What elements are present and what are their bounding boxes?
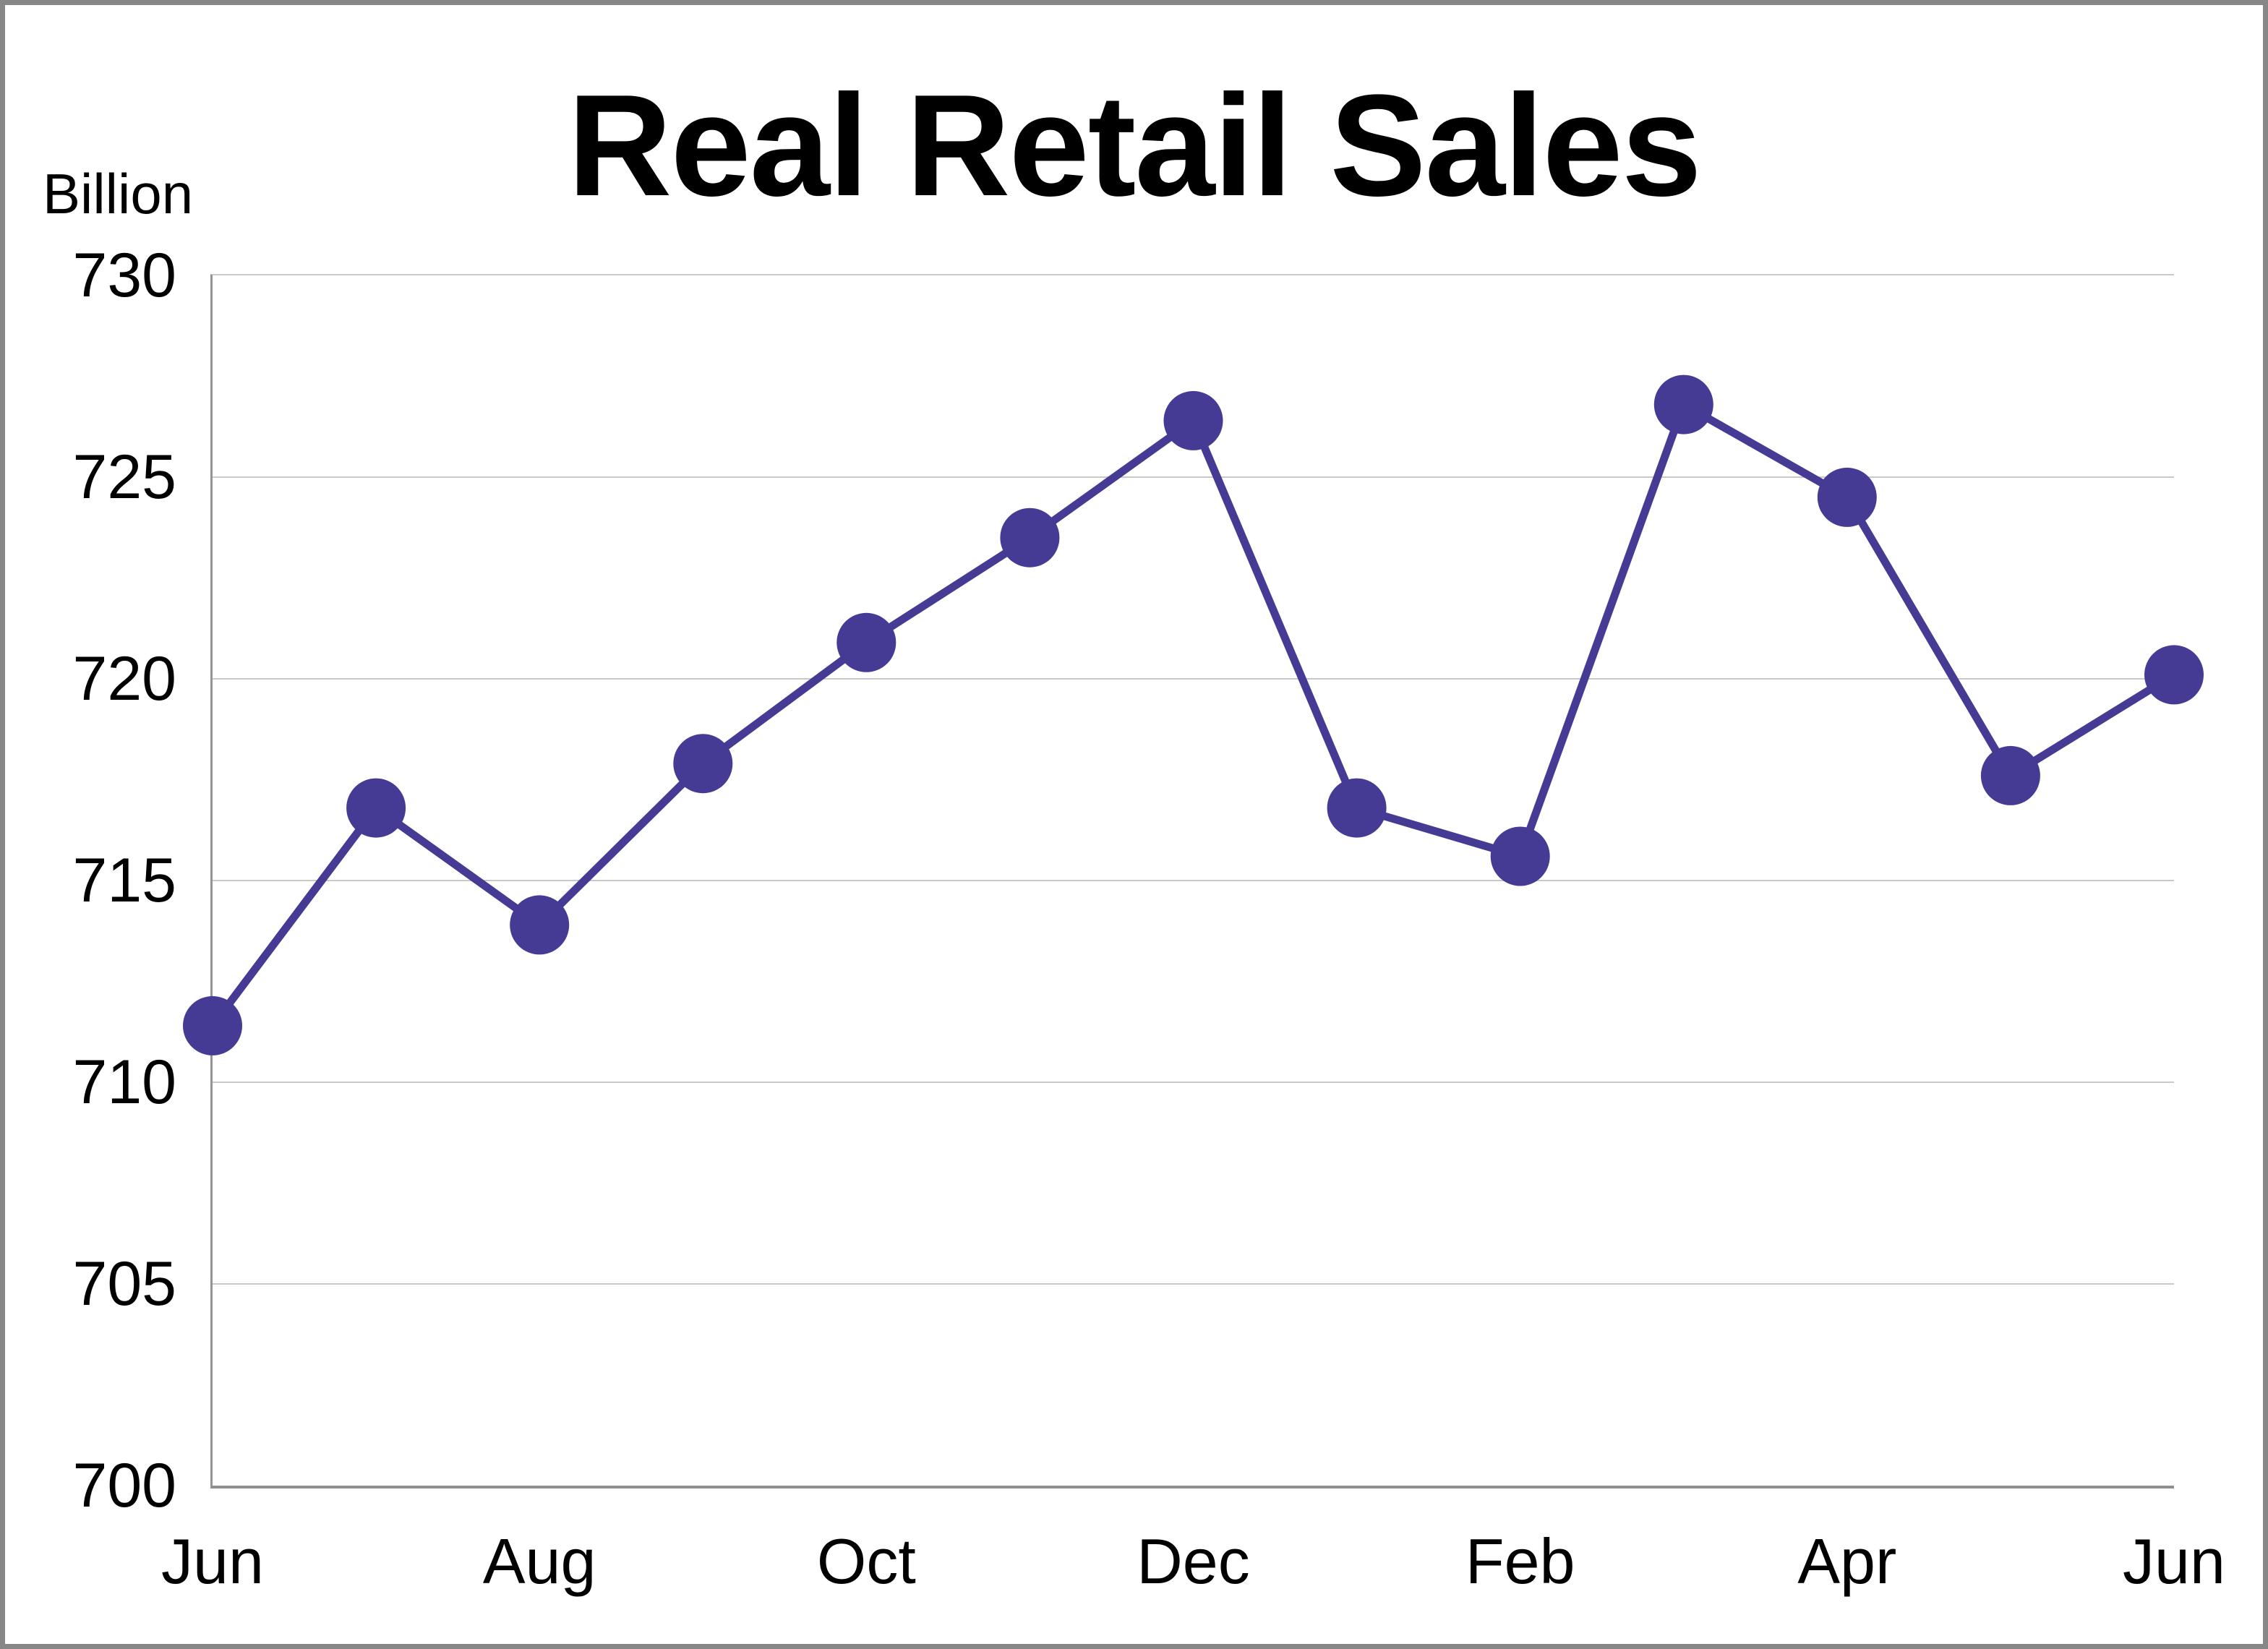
data-point-marker (1000, 507, 1060, 567)
x-axis-tick-label: Jun (2123, 1525, 2225, 1597)
chart-title: Real Retail Sales (568, 65, 1702, 226)
y-axis-tick-label: 720 (72, 644, 177, 714)
x-axis-tick-label: Oct (816, 1525, 916, 1597)
plot-area (183, 274, 2204, 1489)
gridline (213, 880, 2174, 881)
x-axis-tick-label: Dec (1137, 1525, 1250, 1597)
y-axis-tick-label: 725 (72, 442, 177, 512)
y-axis-unit-label: Billion (43, 162, 194, 226)
x-axis-tick-label: Apr (1797, 1525, 1897, 1597)
data-point-marker (673, 734, 733, 794)
data-point-marker (1653, 374, 1713, 434)
data-point-marker (2144, 645, 2204, 705)
gridline (213, 476, 2174, 478)
y-axis-tick-label: 705 (72, 1249, 177, 1319)
y-axis-tick-label: 715 (72, 846, 177, 915)
line-chart-canvas (183, 374, 2204, 1055)
gridline (213, 1283, 2174, 1285)
data-point-marker (1327, 778, 1387, 838)
data-point-marker (836, 612, 896, 672)
trend-line (209, 398, 2176, 1029)
data-point-marker (1980, 745, 2040, 805)
data-point-marker (1490, 826, 1550, 886)
data-point-marker (183, 995, 242, 1055)
gridline (213, 1082, 2174, 1083)
y-axis-tick-label: 710 (72, 1048, 177, 1117)
x-axis-tick-label: Feb (1465, 1525, 1575, 1597)
y-axis-tick-label: 730 (72, 241, 177, 310)
x-axis-tick-label: Aug (482, 1525, 596, 1597)
x-axis-tick-label: Jun (161, 1525, 264, 1597)
gridline (213, 678, 2174, 680)
data-point-marker (1817, 467, 1877, 527)
data-point-marker (510, 895, 570, 955)
data-point-marker (1163, 390, 1223, 450)
data-point-marker (346, 778, 406, 838)
y-axis-tick-label: 700 (72, 1451, 177, 1520)
